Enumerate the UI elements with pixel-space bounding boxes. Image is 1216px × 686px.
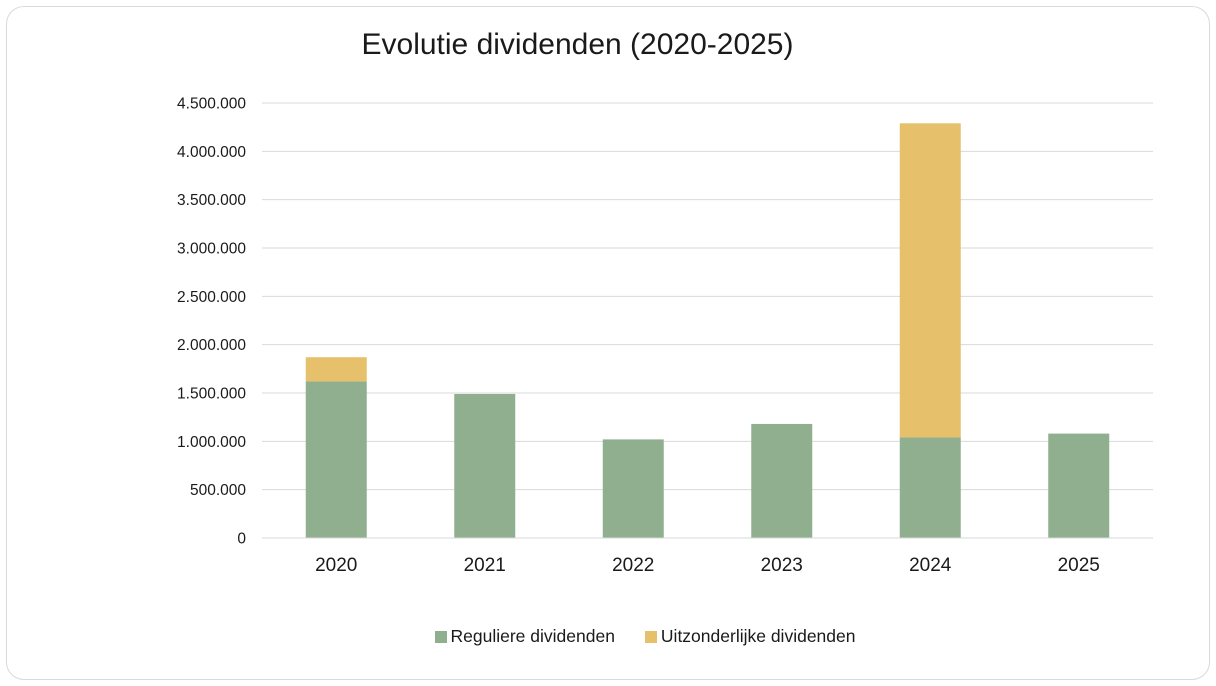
- bar-uitzonderlijke-2024: [899, 123, 961, 438]
- y-tick-label: 500.000: [190, 482, 246, 499]
- y-tick-label: 1.000.000: [177, 434, 246, 451]
- x-tick-label: 2022: [612, 555, 654, 576]
- x-tick-label: 2020: [315, 555, 357, 576]
- bar-uitzonderlijke-2020: [305, 357, 367, 382]
- legend: Reguliere dividenden Uitzonderlijke divid…: [0, 626, 1216, 647]
- legend-swatch: [434, 630, 447, 643]
- bar-reguliere-2025: [1048, 433, 1110, 538]
- bar-reguliere-2024: [899, 437, 961, 538]
- chart-title: Evolutie dividenden (2020-2025): [361, 28, 794, 61]
- bar-reguliere-2020: [305, 381, 367, 538]
- y-tick-label: 2.500.000: [177, 289, 246, 306]
- legend-label: Uitzonderlijke dividenden: [660, 626, 856, 646]
- legend-swatch: [644, 630, 657, 643]
- bar-reguliere-2022: [602, 439, 664, 538]
- x-tick-label: 2023: [761, 555, 803, 576]
- x-tick-label: 2025: [1058, 555, 1100, 576]
- x-tick-label: 2021: [464, 555, 506, 576]
- bar-reguliere-2021: [454, 393, 516, 538]
- y-tick-label: 3.500.000: [177, 192, 246, 209]
- y-tick-label: 2.000.000: [177, 337, 246, 354]
- y-tick-label: 1.500.000: [177, 386, 246, 403]
- chart-card: [6, 6, 1210, 680]
- y-tick-label: 4.000.000: [177, 144, 246, 161]
- legend-item-reguliere: Reguliere dividenden: [434, 626, 615, 647]
- legend-item-uitzonderlijke: Uitzonderlijke dividenden: [644, 626, 856, 647]
- y-tick-label: 4.500.000: [177, 96, 246, 113]
- x-tick-label: 2024: [909, 555, 952, 576]
- y-tick-label: 3.000.000: [177, 241, 246, 258]
- y-tick-label: 0: [237, 531, 246, 548]
- bar-reguliere-2023: [751, 423, 813, 538]
- legend-label: Reguliere dividenden: [450, 626, 615, 646]
